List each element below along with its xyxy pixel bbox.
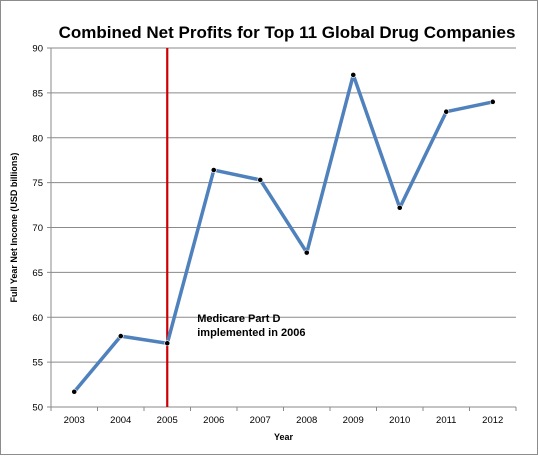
data-points — [71, 72, 496, 395]
data-point-2004 — [117, 333, 124, 339]
y-tick-label-60: 60 — [32, 313, 43, 324]
x-tick-label-2004: 2004 — [110, 415, 131, 426]
gridlines — [51, 47, 516, 408]
x-tick-label-2003: 2003 — [64, 415, 85, 426]
x-axis-label: Year — [274, 432, 294, 442]
data-point-2003 — [71, 388, 78, 395]
x-tick-label-2010: 2010 — [389, 415, 410, 426]
y-axis-ticks: 50 55 60 65 70 75 80 85 90 — [32, 44, 51, 414]
x-tick-label-2006: 2006 — [203, 415, 224, 426]
data-point-2005 — [164, 340, 171, 347]
y-tick-label-55: 55 — [32, 358, 43, 369]
annotation-line-1: Medicare Part D — [197, 313, 280, 325]
x-axis-ticks: 2003 2004 2005 2006 2007 2008 2009 2010 2011 2012 — [50, 407, 517, 426]
data-point-2010 — [396, 204, 403, 211]
y-axis-label: Full Year Net Income (USD billions) — [9, 153, 19, 303]
data-point-2009 — [350, 72, 357, 78]
chart-title: Combined Net Profits for Top 11 Global D… — [59, 23, 516, 42]
data-point-2008 — [303, 249, 310, 256]
annotation-line-2: implemented in 2006 — [197, 327, 305, 339]
x-tick-label-2005: 2005 — [157, 415, 178, 426]
x-tick-label-2008: 2008 — [296, 415, 317, 426]
y-tick-label-90: 90 — [32, 44, 43, 55]
x-tick-label-2011: 2011 — [436, 415, 456, 426]
data-point-2007 — [257, 177, 264, 183]
y-tick-label-70: 70 — [32, 223, 43, 234]
x-tick-label-2009: 2009 — [343, 415, 364, 426]
series-line — [72, 73, 495, 394]
x-tick-label-2007: 2007 — [250, 415, 271, 426]
y-tick-label-75: 75 — [32, 178, 43, 189]
data-point-2006 — [210, 167, 217, 173]
y-tick-label-80: 80 — [32, 133, 43, 144]
data-point-2011 — [443, 108, 450, 115]
x-tick-label-2012: 2012 — [482, 415, 503, 426]
y-tick-label-85: 85 — [32, 88, 43, 99]
y-tick-label-65: 65 — [32, 268, 43, 279]
data-point-2012 — [489, 98, 496, 105]
y-tick-label-50: 50 — [32, 403, 43, 414]
